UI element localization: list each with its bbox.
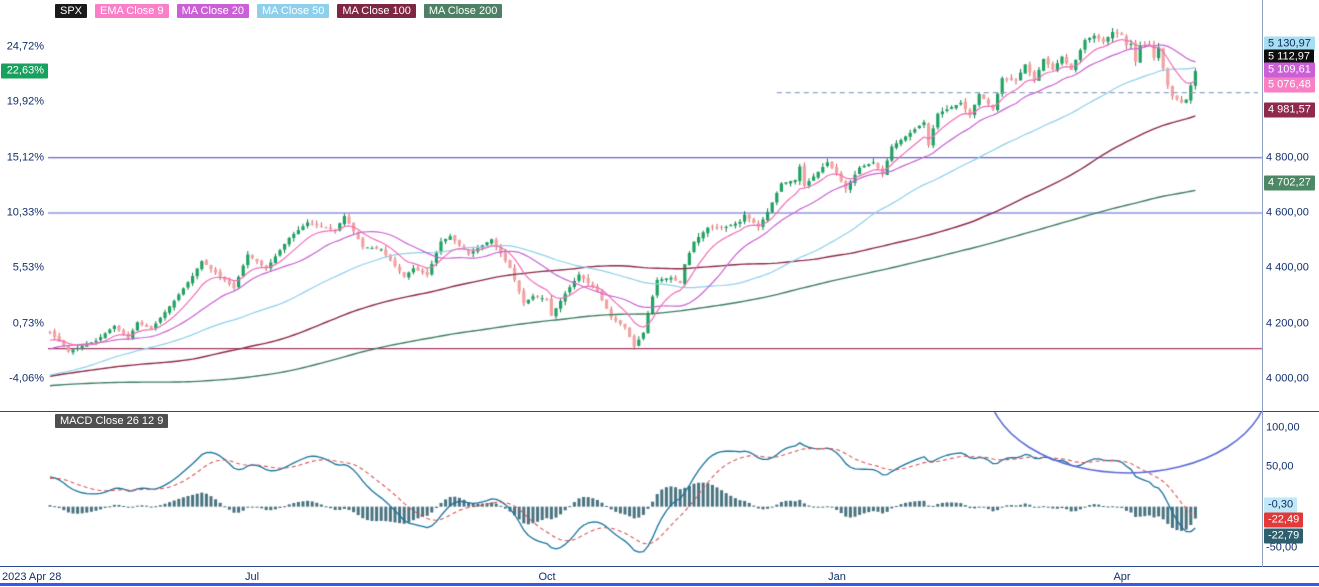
legend-row: SPX EMA Close 9 MA Close 20 MA Close 50 … — [55, 4, 503, 18]
right-axis-separator — [1262, 0, 1263, 567]
legend-ma50[interactable]: MA Close 50 — [256, 4, 330, 18]
x-tick-jan: Jan — [828, 571, 846, 583]
macd-signal-badge: -22,49 — [1264, 512, 1304, 528]
current-pct-badge: 22,63% — [1, 63, 48, 79]
symbol-badge[interactable]: SPX — [55, 4, 88, 18]
macd-scale-label: 100,00 — [1266, 421, 1300, 434]
legend-ma100[interactable]: MA Close 100 — [337, 4, 416, 18]
x-tick-oct: Oct — [538, 571, 556, 583]
x-start-label: 2023 Apr 28 — [2, 571, 62, 583]
bottom-accent-line — [0, 583, 1319, 586]
close-value-badge: 5 112,97 — [1264, 49, 1315, 65]
ma50-value-badge: 5 130,97 — [1264, 36, 1315, 52]
price-label: 4 000,00 — [1266, 372, 1309, 385]
ma20-value-badge: 5 109,61 — [1264, 62, 1315, 78]
macd-line-badge: -22,79 — [1264, 528, 1304, 544]
x-tick-apr: Apr — [1113, 571, 1131, 583]
ema9-value-badge: 5 076,48 — [1264, 77, 1315, 93]
macd-scale-label: -50,00 — [1266, 541, 1298, 554]
pct-label: 10,33% — [6, 206, 44, 219]
legend-ma20[interactable]: MA Close 20 — [176, 4, 249, 18]
macd-scale-label: 50,00 — [1266, 460, 1294, 473]
pct-label: 19,92% — [6, 95, 44, 108]
legend-ema9[interactable]: EMA Close 9 — [95, 4, 169, 18]
macd-hist-badge: -0,30 — [1264, 497, 1298, 513]
ma100-value-badge: 4 981,57 — [1264, 102, 1315, 118]
price-label: 4 400,00 — [1266, 261, 1309, 274]
pct-label: 24,72% — [6, 40, 44, 53]
price-label: 4 600,00 — [1266, 206, 1309, 219]
pct-label: 15,12% — [6, 151, 44, 164]
price-label: 4 200,00 — [1266, 317, 1309, 330]
macd-legend-badge[interactable]: MACD Close 26 12 9 — [55, 414, 169, 428]
pct-label: 0,73% — [12, 317, 44, 330]
pct-label: 5,53% — [12, 261, 44, 274]
pct-label: -4,06% — [9, 372, 44, 385]
x-axis-line — [0, 566, 1319, 567]
price-label: 4 800,00 — [1266, 151, 1309, 164]
panel-separator[interactable] — [0, 411, 1319, 412]
x-tick-jul: Jul — [244, 571, 260, 583]
legend-ma200[interactable]: MA Close 200 — [423, 4, 503, 18]
ma200-value-badge: 4 702,27 — [1264, 175, 1315, 191]
